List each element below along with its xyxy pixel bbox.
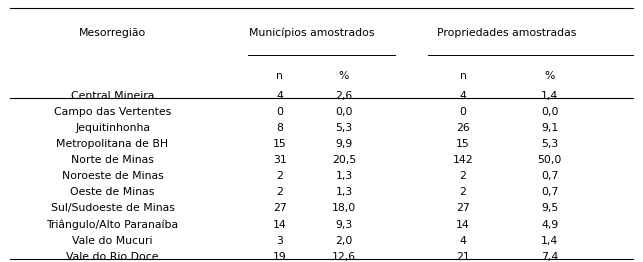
- Text: 0: 0: [460, 107, 466, 117]
- Text: 31: 31: [273, 155, 287, 165]
- Text: Vale do Rio Doce: Vale do Rio Doce: [66, 252, 159, 262]
- Text: 0,7: 0,7: [541, 171, 559, 181]
- Text: %: %: [545, 71, 555, 81]
- Text: 27: 27: [456, 203, 470, 214]
- Text: Mesorregião: Mesorregião: [79, 28, 146, 38]
- Text: 8: 8: [276, 123, 283, 133]
- Text: 5,3: 5,3: [336, 123, 352, 133]
- Text: 5,3: 5,3: [541, 139, 558, 149]
- Text: 9,3: 9,3: [336, 220, 352, 230]
- Text: 20,5: 20,5: [332, 155, 356, 165]
- Text: 2,0: 2,0: [335, 236, 353, 246]
- Text: Noroeste de Minas: Noroeste de Minas: [62, 171, 163, 181]
- Text: 15: 15: [456, 139, 470, 149]
- Text: 2: 2: [460, 187, 466, 197]
- Text: 19: 19: [273, 252, 287, 262]
- Text: 2,6: 2,6: [336, 91, 352, 101]
- Text: 2: 2: [276, 171, 283, 181]
- Text: Metropolitana de BH: Metropolitana de BH: [57, 139, 168, 149]
- Text: Jequitinhonha: Jequitinhonha: [75, 123, 150, 133]
- Text: 14: 14: [456, 220, 470, 230]
- Text: 4: 4: [276, 91, 283, 101]
- Text: 26: 26: [456, 123, 470, 133]
- Text: 0,0: 0,0: [541, 107, 559, 117]
- Text: 14: 14: [273, 220, 287, 230]
- Text: Campo das Vertentes: Campo das Vertentes: [54, 107, 171, 117]
- Text: 4: 4: [460, 91, 466, 101]
- Text: n: n: [276, 71, 283, 81]
- Text: 27: 27: [273, 203, 287, 214]
- Text: 15: 15: [273, 139, 287, 149]
- Text: 1,3: 1,3: [336, 187, 352, 197]
- Text: Sul/Sudoeste de Minas: Sul/Sudoeste de Minas: [51, 203, 174, 214]
- Text: 21: 21: [456, 252, 470, 262]
- Text: n: n: [460, 71, 466, 81]
- Text: Vale do Mucuri: Vale do Mucuri: [72, 236, 153, 246]
- Text: 3: 3: [276, 236, 283, 246]
- Text: 18,0: 18,0: [332, 203, 356, 214]
- Text: Norte de Minas: Norte de Minas: [71, 155, 154, 165]
- Text: Oeste de Minas: Oeste de Minas: [70, 187, 155, 197]
- Text: Central Mineira: Central Mineira: [71, 91, 154, 101]
- Text: 0,0: 0,0: [335, 107, 353, 117]
- Text: 12,6: 12,6: [332, 252, 356, 262]
- Text: 4,9: 4,9: [541, 220, 558, 230]
- Text: %: %: [339, 71, 349, 81]
- Text: 2: 2: [460, 171, 466, 181]
- Text: 7,4: 7,4: [541, 252, 558, 262]
- Text: 0,7: 0,7: [541, 187, 559, 197]
- Text: 4: 4: [460, 236, 466, 246]
- Text: 1,3: 1,3: [336, 171, 352, 181]
- Text: Propriedades amostradas: Propriedades amostradas: [437, 28, 576, 38]
- Text: 50,0: 50,0: [538, 155, 562, 165]
- Text: 142: 142: [453, 155, 473, 165]
- Text: 9,1: 9,1: [541, 123, 558, 133]
- Text: 9,5: 9,5: [541, 203, 558, 214]
- Text: Triângulo/Alto Paranaíba: Triângulo/Alto Paranaíba: [46, 219, 179, 230]
- Text: 1,4: 1,4: [541, 91, 558, 101]
- Text: 9,9: 9,9: [336, 139, 352, 149]
- Text: 2: 2: [276, 187, 283, 197]
- Text: 1,4: 1,4: [541, 236, 558, 246]
- Text: 0: 0: [276, 107, 283, 117]
- Text: Municípios amostrados: Municípios amostrados: [249, 28, 375, 38]
